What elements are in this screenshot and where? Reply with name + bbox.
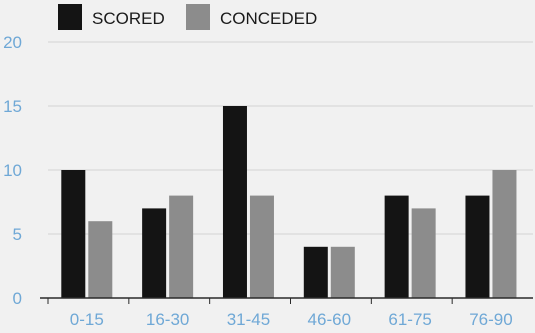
bar-scored-76-90 bbox=[465, 195, 490, 298]
axes bbox=[40, 297, 533, 304]
x-tick-label-0-15: 0-15 bbox=[70, 310, 104, 329]
bar-conceded-76-90 bbox=[492, 170, 517, 298]
bar-scored-0-15 bbox=[61, 170, 86, 298]
x-tick-label-61-75: 61-75 bbox=[388, 310, 431, 329]
legend-swatch-scored bbox=[58, 4, 82, 30]
bar-scored-31-45 bbox=[222, 106, 247, 298]
y-tick-label: 5 bbox=[13, 225, 22, 244]
bar-conceded-46-60 bbox=[330, 246, 355, 298]
legend-label-conceded: CONCEDED bbox=[220, 9, 317, 28]
y-tick-label: 20 bbox=[3, 33, 22, 52]
bar-conceded-61-75 bbox=[411, 208, 436, 298]
x-tick-label-46-60: 46-60 bbox=[308, 310, 351, 329]
x-tick-labels: 0-15 16-30 31-45 46-60 61-75 76-90 bbox=[70, 310, 513, 329]
bar-scored-46-60 bbox=[303, 246, 328, 298]
x-tick-label-31-45: 31-45 bbox=[227, 310, 270, 329]
bars bbox=[61, 106, 517, 298]
gridlines bbox=[48, 41, 533, 235]
bar-conceded-0-15 bbox=[88, 221, 113, 298]
legend: SCORED CONCEDED bbox=[58, 4, 317, 30]
y-tick-label: 15 bbox=[3, 97, 22, 116]
bar-scored-61-75 bbox=[384, 195, 409, 298]
x-tick-label-16-30: 16-30 bbox=[146, 310, 189, 329]
y-tick-labels: 0 5 10 15 20 bbox=[3, 33, 22, 308]
bar-conceded-16-30 bbox=[169, 195, 194, 298]
x-tick-label-76-90: 76-90 bbox=[469, 310, 512, 329]
legend-label-scored: SCORED bbox=[92, 9, 165, 28]
bar-scored-16-30 bbox=[142, 208, 167, 298]
bar-conceded-31-45 bbox=[249, 195, 274, 298]
y-tick-label: 0 bbox=[13, 289, 22, 308]
legend-swatch-conceded bbox=[186, 4, 210, 30]
y-tick-label: 10 bbox=[3, 161, 22, 180]
